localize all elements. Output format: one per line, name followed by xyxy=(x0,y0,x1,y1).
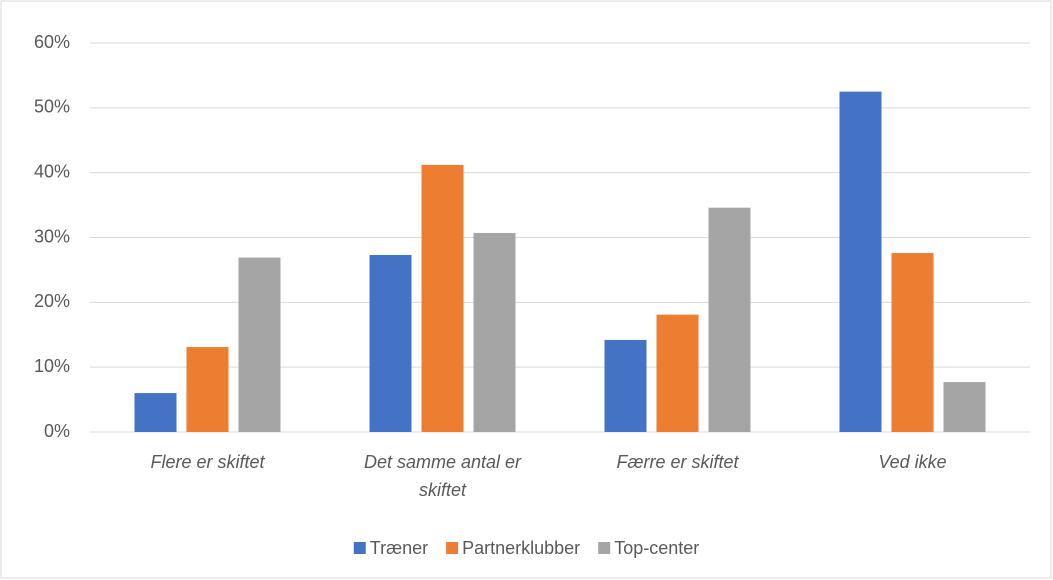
bar xyxy=(943,382,986,432)
bar xyxy=(134,393,177,432)
y-tick-label: 40% xyxy=(34,161,70,181)
legend-label: Top-center xyxy=(614,538,699,558)
bar xyxy=(421,164,464,433)
bar xyxy=(369,255,412,432)
x-tick-label: Ved ikke xyxy=(878,452,947,472)
y-tick-label: 50% xyxy=(34,97,70,117)
legend-swatch xyxy=(353,542,366,554)
bar xyxy=(708,207,751,432)
y-tick-label: 60% xyxy=(34,32,70,52)
y-tick-label: 20% xyxy=(34,291,70,311)
legend-label: Partnerklubber xyxy=(462,538,580,558)
bar xyxy=(891,253,934,432)
x-tick-label: Flere er skiftet xyxy=(150,452,265,472)
bar xyxy=(473,232,516,432)
bar xyxy=(186,347,229,432)
bar xyxy=(839,91,882,432)
legend-label: Træner xyxy=(370,538,428,558)
x-tick-label: Det samme antal er skiftet xyxy=(363,452,522,500)
legend-swatch xyxy=(446,542,459,554)
bar xyxy=(238,257,281,432)
bar xyxy=(656,314,699,432)
y-tick-label: 10% xyxy=(34,356,70,376)
x-tick-label: Færre er skiftet xyxy=(616,452,739,472)
legend-swatch xyxy=(598,542,611,554)
bar xyxy=(604,339,647,432)
y-tick-label: 0% xyxy=(44,421,70,441)
y-tick-label: 30% xyxy=(34,226,70,246)
